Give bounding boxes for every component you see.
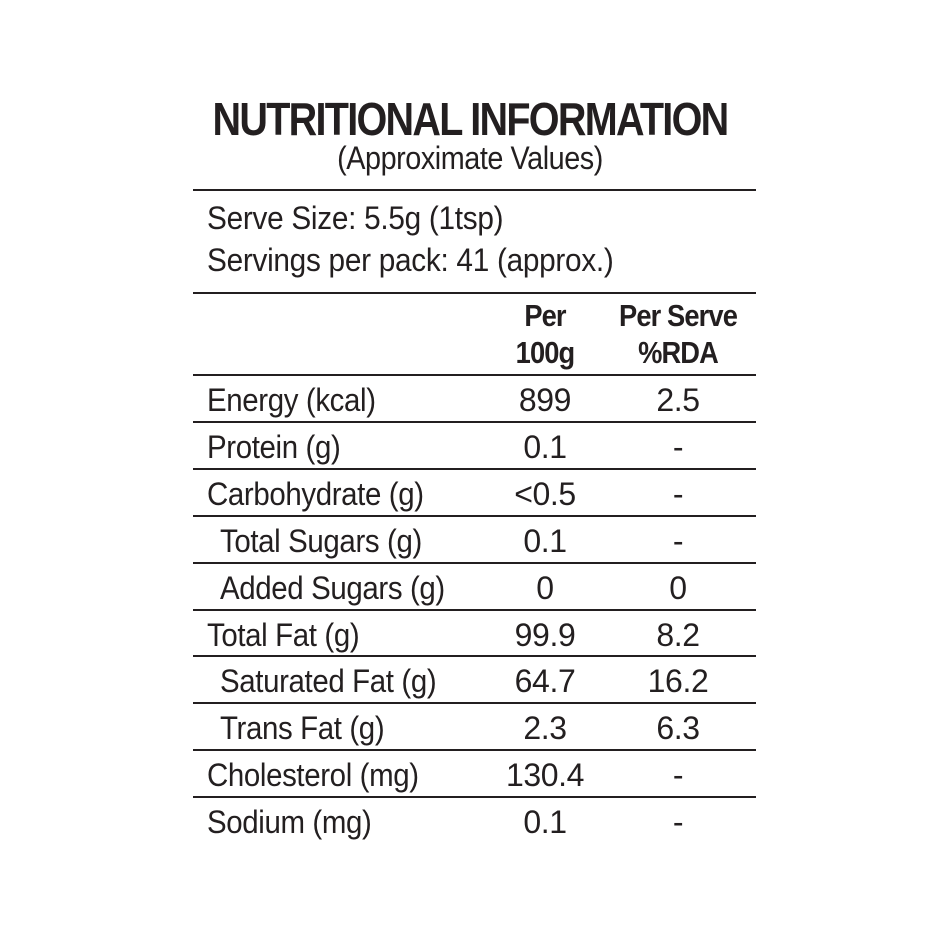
- table-row: Carbohydrate (g) <0.5 -: [193, 470, 756, 517]
- table-row: Total Sugars (g) 0.1 -: [193, 517, 756, 564]
- rda-value: 2.5: [656, 382, 700, 418]
- nutrient-label: Cholesterol (mg): [207, 757, 419, 794]
- page-title: NUTRITIONAL INFORMATION: [212, 93, 730, 145]
- rda-value: -: [672, 522, 684, 559]
- per-100g-value: 899: [518, 382, 572, 418]
- column-header-per-100g: Per 100g: [501, 297, 589, 371]
- divider: [193, 467, 756, 470]
- rda-value: -: [672, 804, 684, 841]
- rda-value: 6.3: [656, 710, 700, 747]
- table-row: Protein (g) 0.1 -: [193, 423, 756, 470]
- divider: [193, 561, 756, 564]
- nutrient-label: Carbohydrate (g): [207, 475, 424, 512]
- table-row: Total Fat (g) 99.9 8.2: [193, 611, 756, 658]
- divider: [193, 702, 756, 705]
- rda-value: 8.2: [656, 616, 700, 653]
- table-row: Sodium (mg) 0.1 -: [193, 798, 756, 845]
- table-row: Saturated Fat (g) 64.7 16.2: [193, 657, 756, 704]
- servings-per-pack: Servings per pack: 41 (approx.): [207, 242, 614, 278]
- rda-value: 0: [669, 569, 687, 606]
- rda-value: -: [672, 475, 684, 512]
- per-100g-value: 0.1: [523, 428, 567, 465]
- header-line: Per: [524, 298, 566, 333]
- header-line: Per Serve: [619, 298, 738, 333]
- nutrient-label: Energy (kcal): [207, 382, 376, 418]
- divider: [193, 655, 756, 658]
- nutrient-label: Protein (g): [207, 428, 341, 465]
- nutrient-label: Total Fat (g): [207, 616, 360, 653]
- divider: [193, 292, 756, 294]
- nutrient-label: Total Sugars (g): [220, 522, 422, 559]
- per-100g-value: 2.3: [523, 710, 567, 747]
- divider: [193, 796, 756, 799]
- divider: [193, 374, 756, 376]
- table-row: Cholesterol (mg) 130.4 -: [193, 751, 756, 798]
- divider: [193, 189, 756, 191]
- rda-value: -: [672, 428, 684, 465]
- divider: [193, 514, 756, 517]
- header-line: %RDA: [638, 335, 719, 370]
- per-100g-value: 0.1: [523, 522, 567, 559]
- table-row: Trans Fat (g) 2.3 6.3: [193, 704, 756, 751]
- rda-value: -: [672, 757, 684, 794]
- per-100g-value: 130.4: [505, 757, 585, 794]
- per-100g-value: 0: [536, 569, 554, 606]
- column-header-rda: Per Serve %RDA: [612, 297, 744, 371]
- per-100g-value: <0.5: [514, 475, 576, 512]
- nutrient-label: Sodium (mg): [207, 804, 372, 841]
- subtitle: (Approximate Values): [337, 140, 603, 176]
- nutrient-label: Saturated Fat (g): [220, 663, 437, 700]
- per-100g-value: 99.9: [514, 616, 576, 653]
- nutrient-label: Trans Fat (g): [220, 710, 385, 747]
- per-100g-value: 0.1: [523, 804, 567, 841]
- table-row: Added Sugars (g) 0 0: [193, 564, 756, 611]
- divider: [193, 608, 756, 611]
- header-line: 100g: [515, 335, 576, 370]
- table-row: Energy (kcal) 899 2.5: [193, 376, 756, 423]
- divider: [193, 749, 756, 752]
- divider: [193, 420, 756, 423]
- serve-size: Serve Size: 5.5g (1tsp): [207, 200, 504, 236]
- nutrient-label: Added Sugars (g): [220, 569, 445, 606]
- per-100g-value: 64.7: [514, 663, 576, 700]
- rda-value: 16.2: [647, 663, 709, 700]
